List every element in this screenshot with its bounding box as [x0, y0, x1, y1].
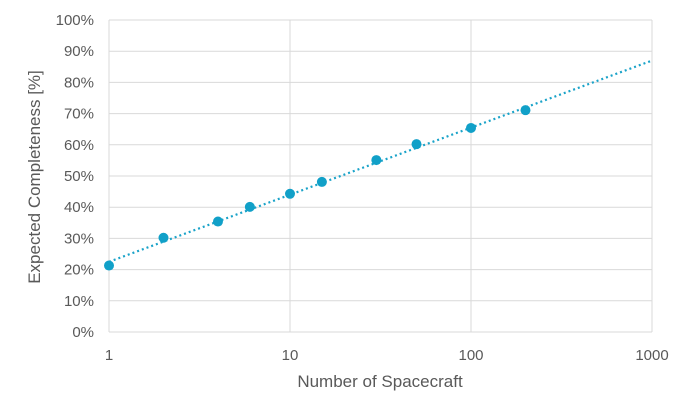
- data-point: [411, 139, 422, 150]
- y-tick-label: 80%: [64, 74, 94, 91]
- y-tick-label: 20%: [64, 262, 94, 279]
- trendline-group: [108, 59, 653, 263]
- y-tick-label: 10%: [64, 293, 94, 310]
- data-points: [104, 105, 531, 271]
- data-point: [212, 216, 223, 227]
- data-point: [158, 232, 169, 243]
- data-point: [285, 188, 295, 199]
- x-axis-title: Number of Spacecraft: [297, 372, 463, 391]
- y-tick-label: 30%: [64, 230, 94, 247]
- data-point: [104, 260, 114, 271]
- gridlines: [108, 19, 653, 333]
- data-point: [520, 105, 531, 116]
- x-tick-label: 10: [282, 347, 299, 364]
- y-tick-label: 70%: [64, 106, 94, 123]
- y-tick-label: 0%: [72, 324, 94, 341]
- data-point: [371, 155, 382, 166]
- x-tick-label: 1000: [635, 347, 668, 364]
- x-tick-label: 1: [105, 347, 113, 364]
- y-axis-ticks: 0% 10% 20% 30% 40% 50% 60% 70% 80% 90% 100%: [56, 12, 94, 341]
- trendline: [108, 59, 653, 263]
- data-point: [466, 122, 476, 133]
- y-tick-label: 100%: [56, 12, 94, 29]
- y-tick-label: 50%: [64, 168, 94, 185]
- data-point: [244, 201, 255, 212]
- y-tick-label: 60%: [64, 137, 94, 154]
- x-axis-ticks: 1 10 100 1000: [105, 347, 669, 364]
- y-tick-label: 40%: [64, 199, 94, 216]
- x-tick-label: 100: [458, 347, 483, 364]
- y-tick-label: 90%: [64, 43, 94, 60]
- y-axis-title: Expected Completeness [%]: [25, 70, 44, 284]
- data-point: [316, 176, 327, 187]
